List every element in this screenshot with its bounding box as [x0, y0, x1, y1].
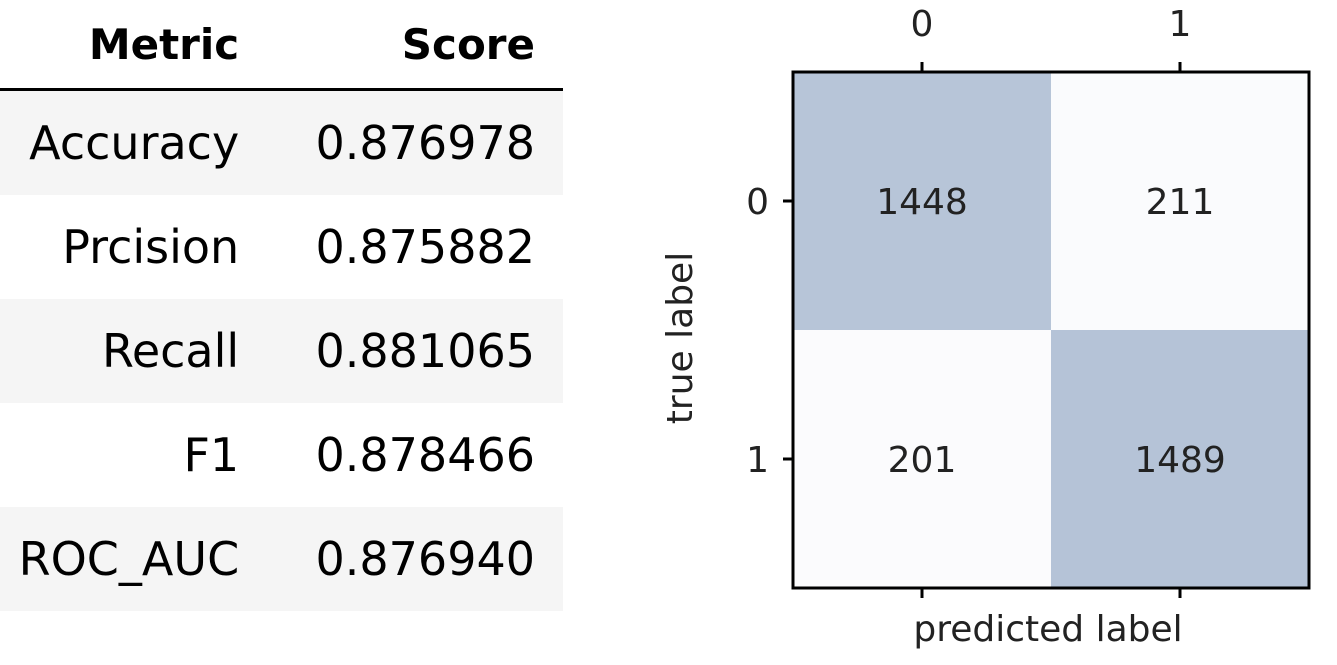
table-row: ROC_AUC 0.876940	[0, 507, 563, 611]
metric-name-cell: Recall	[101, 324, 240, 378]
metric-name-cell: ROC_AUC	[18, 532, 240, 586]
metric-score-cell: 0.881065	[315, 324, 536, 378]
cell-value-label: 201	[888, 440, 957, 481]
heatmap-cell	[793, 330, 1051, 588]
metric-score-cell: 0.876940	[315, 532, 536, 586]
metric-name-cell: F1	[183, 428, 240, 482]
y-tick-label: 1	[746, 440, 769, 481]
metric-score-cell: 0.875882	[315, 220, 536, 274]
metrics-table: Metric Score Accuracy 0.876978 Prcision …	[0, 0, 563, 611]
cell-value-label: 1489	[1134, 440, 1226, 481]
cell-value-label: 1448	[876, 182, 968, 223]
table-row: Recall 0.881065	[0, 299, 563, 403]
metric-column-header: Metric	[0, 0, 268, 91]
table-row: F1 0.878466	[0, 403, 563, 507]
table-row: Prcision 0.875882	[0, 195, 563, 299]
metric-score-cell: 0.878466	[315, 428, 536, 482]
heatmap-cell	[793, 72, 1051, 330]
table-header-row: Metric Score	[0, 0, 563, 91]
confusion-matrix-chart: true label predicted label 1448 211 201 148…	[660, 4, 1311, 650]
score-column-header: Score	[267, 0, 563, 91]
plot-frame	[791, 70, 1311, 590]
metric-score-cell: 0.876978	[315, 116, 536, 170]
heatmap-cell	[1051, 72, 1309, 330]
cell-value-label: 211	[1146, 182, 1215, 223]
y-tick-label: 0	[746, 182, 769, 223]
x-tick-label: 1	[1169, 4, 1192, 45]
x-axis-label: predicted label	[913, 609, 1182, 650]
metric-name-cell: Accuracy	[29, 116, 240, 170]
table-row: Accuracy 0.876978	[0, 89, 563, 195]
y-axis-label: true label	[660, 252, 701, 424]
metric-name-cell: Prcision	[62, 220, 240, 274]
heatmap-cell	[1051, 330, 1309, 588]
x-tick-label: 0	[911, 4, 934, 45]
